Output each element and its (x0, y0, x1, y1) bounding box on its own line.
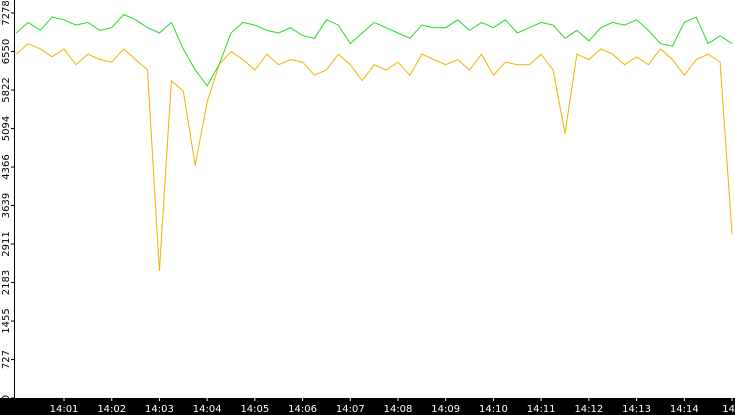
x-tick-label: 14:12 (574, 404, 603, 415)
x-axis-band (0, 398, 735, 415)
x-tick-label: 14:10 (479, 404, 508, 415)
x-tick-label: 14:07 (336, 404, 365, 415)
y-tick-label: 3639 (1, 193, 12, 218)
y-tick-label: 2911 (1, 231, 12, 256)
y-tick-label: 5094 (1, 116, 12, 141)
x-tick-label: 14:05 (240, 404, 269, 415)
series-line (15, 13, 733, 87)
x-tick-label: 14:13 (622, 404, 651, 415)
y-tick-label: 7278 (1, 0, 12, 25)
y-tick-label: 4366 (1, 154, 12, 179)
series-line (15, 43, 733, 272)
y-tick-label: 5822 (1, 77, 12, 102)
x-tick-label: 14:08 (384, 404, 413, 415)
x-tick-label: 14:14 (670, 404, 699, 415)
y-tick-label: 0 (1, 395, 12, 401)
y-tick-label: 727 (1, 350, 12, 369)
x-tick-label: 14 (722, 404, 735, 415)
y-tick-label: 1455 (1, 308, 12, 333)
y-tick-label: 6550 (1, 39, 12, 64)
x-tick-label: 14:04 (193, 404, 222, 415)
x-tick-label: 14:09 (431, 404, 460, 415)
x-tick-label: 14:06 (288, 404, 317, 415)
x-tick-label: 14:03 (145, 404, 174, 415)
x-tick-label: 14:01 (50, 404, 79, 415)
y-tick-label: 2183 (1, 270, 12, 295)
x-tick-label: 14:02 (97, 404, 126, 415)
x-tick-label: 14:11 (527, 404, 556, 415)
